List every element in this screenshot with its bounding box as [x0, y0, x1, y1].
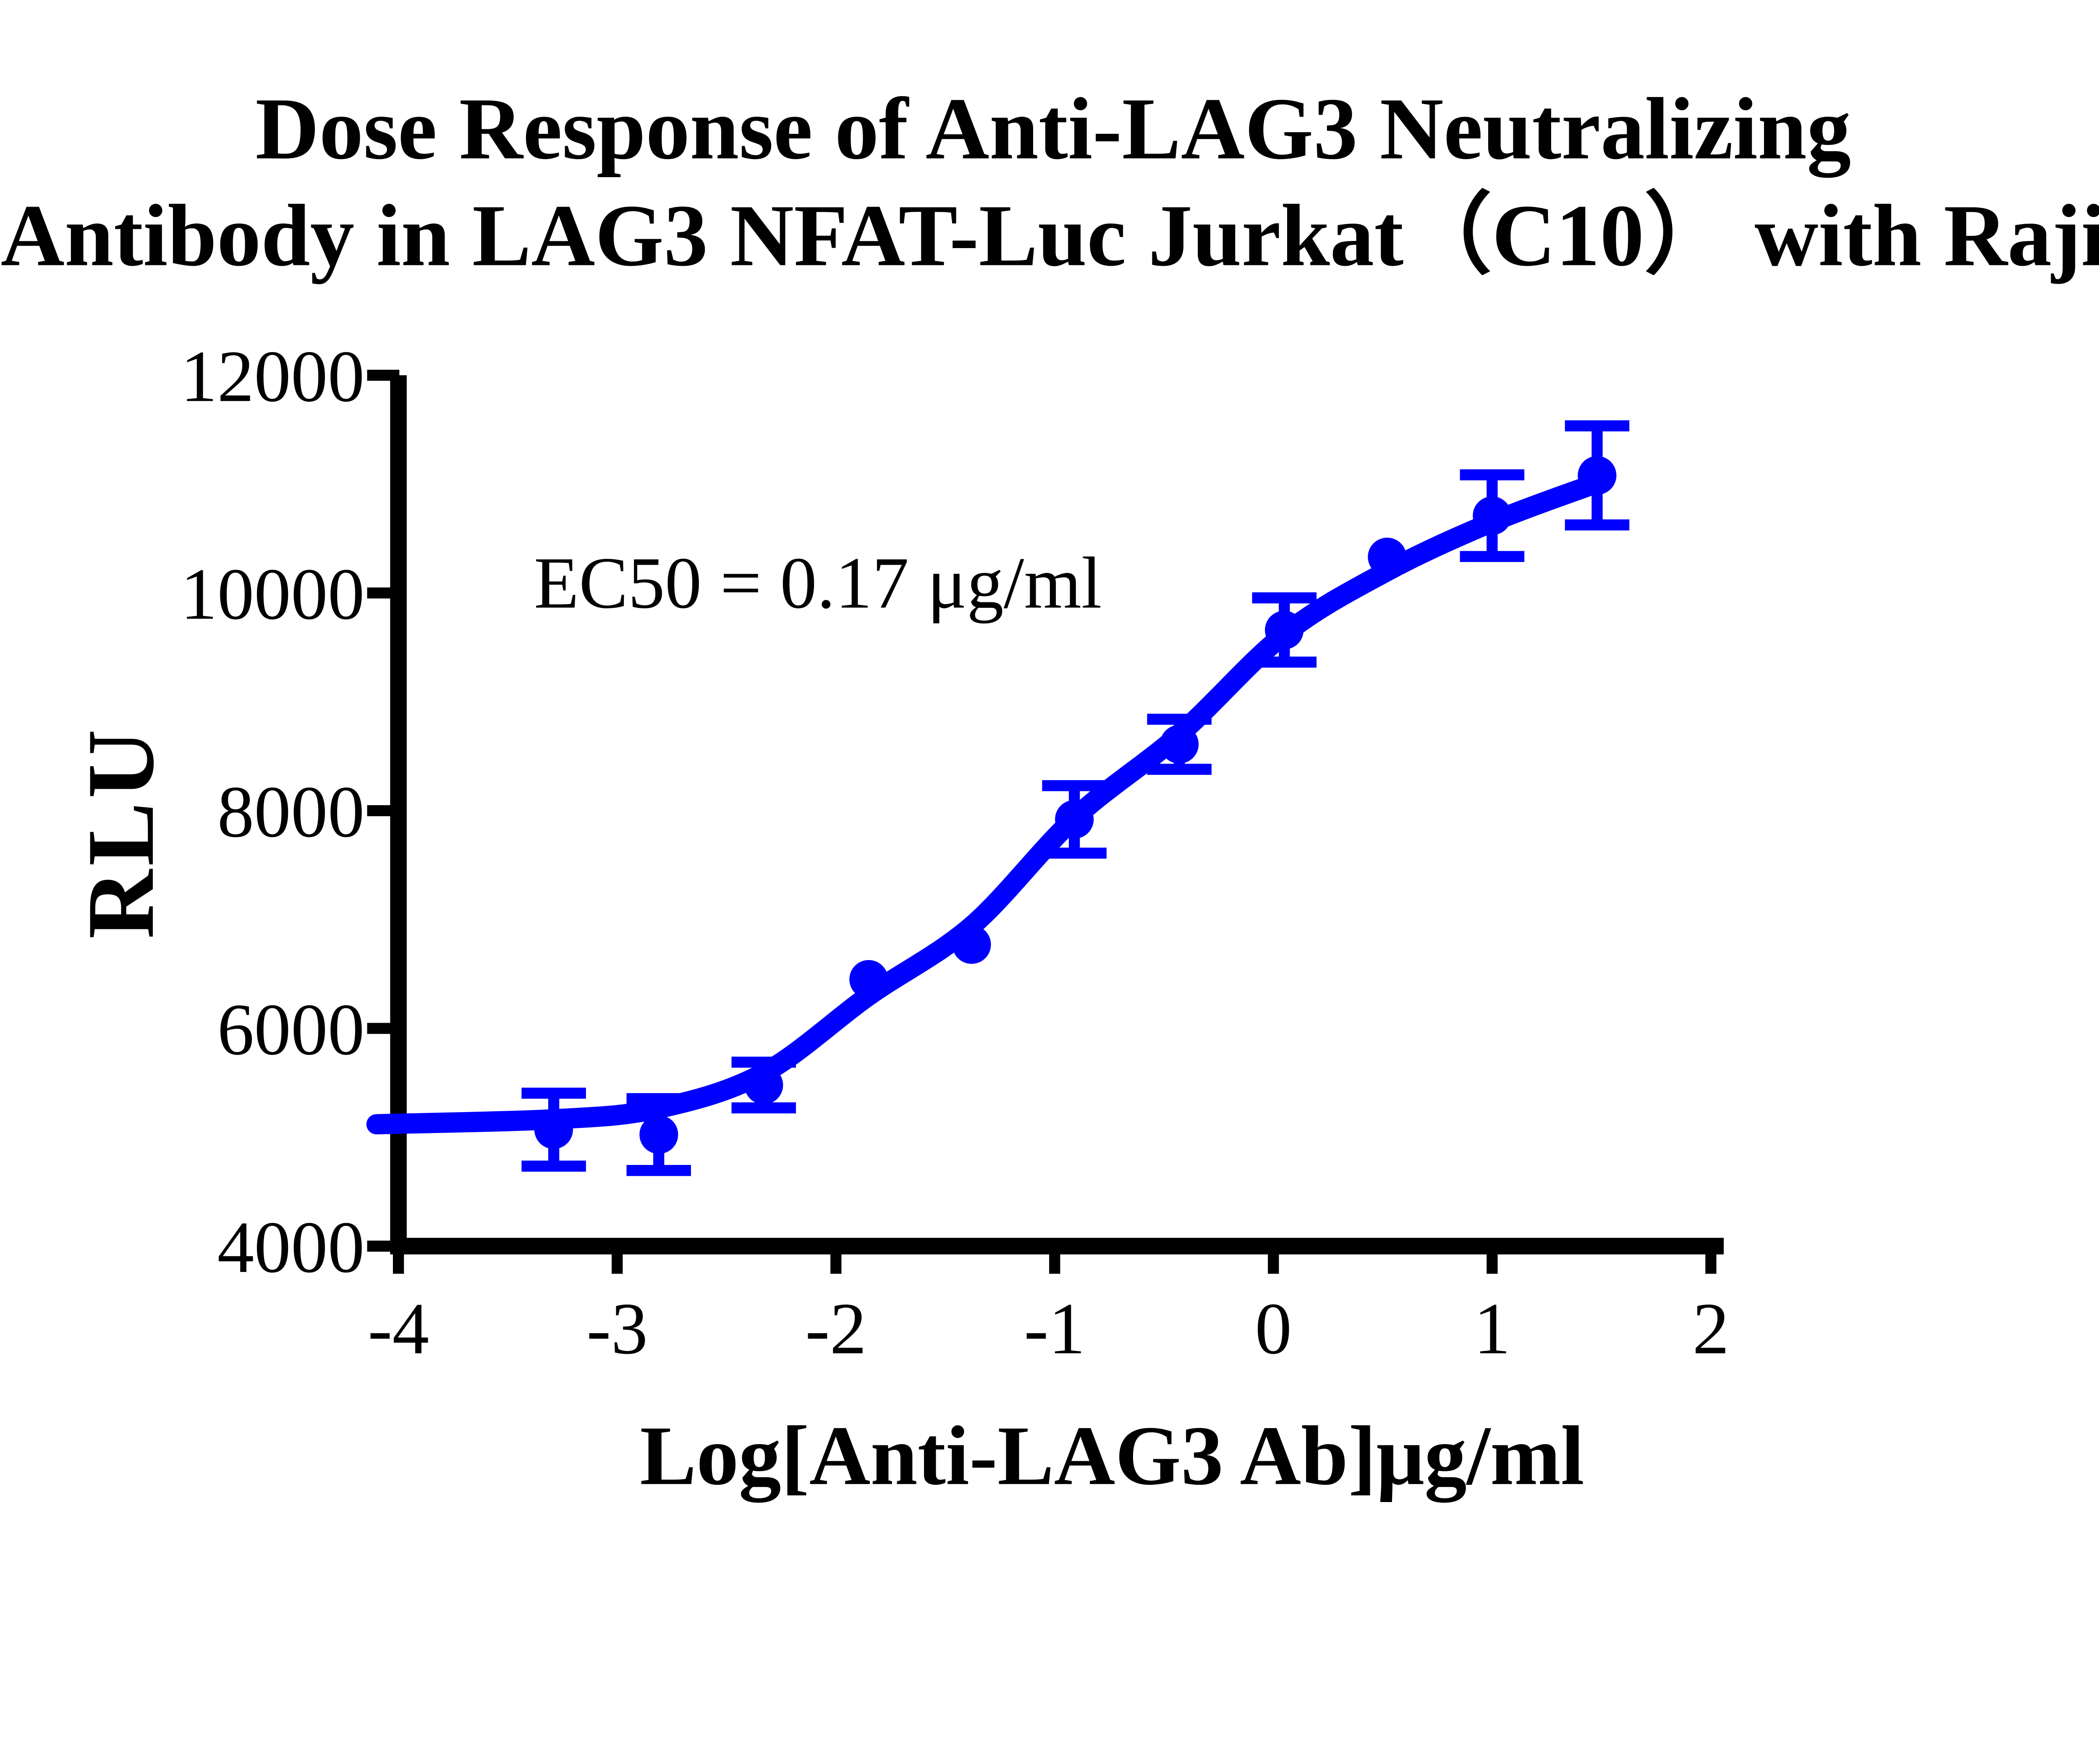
y-tick-label: 6000: [217, 989, 365, 1070]
y-axis-label: RLU: [68, 726, 174, 939]
dose-response-figure: Dose Response of Anti-LAG3 Neutralizing …: [0, 79, 2099, 1503]
x-tick-label: -4: [368, 1288, 429, 1369]
dose-response-chart: Dose Response of Anti-LAG3 Neutralizing …: [0, 79, 2099, 1503]
x-tick-label: -2: [805, 1288, 866, 1369]
x-tick-label: -1: [1024, 1288, 1085, 1369]
y-tick-label: 4000: [217, 1207, 365, 1288]
y-tick-label: 10000: [181, 553, 365, 635]
x-tick-label: 2: [1693, 1288, 1730, 1369]
title-line-2: Antibody in LAG3 NFAT-Luc Jurkat（C10） wi…: [1, 186, 2099, 285]
x-tick-label: 1: [1474, 1288, 1511, 1369]
title-line-1: Dose Response of Anti-LAG3 Neutralizing: [255, 79, 1851, 178]
x-axis-label: Log[Anti-LAG3 Ab]μg/ml: [640, 1408, 1584, 1502]
axes: 12000 10000 8000 6000 4000-4 -3 -2 -1 0 1 2: [181, 335, 1729, 1369]
data-point: [952, 925, 991, 964]
ec50-annotation: EC50 = 0.17 μg/ml: [534, 542, 1102, 623]
data-point: [1055, 800, 1094, 839]
data-point: [1265, 610, 1304, 649]
y-tick-label: 8000: [217, 771, 365, 853]
x-tick-label: 0: [1255, 1288, 1292, 1369]
data-point: [1160, 725, 1199, 764]
data-point: [1578, 456, 1617, 495]
data-point: [534, 1110, 573, 1149]
y-tick-label: 12000: [181, 335, 365, 417]
data-series: [366, 420, 1630, 1176]
chart-title: Dose Response of Anti-LAG3 Neutralizing …: [1, 79, 2099, 284]
data-point: [639, 1115, 678, 1154]
x-tick-label: -3: [586, 1288, 648, 1369]
data-point: [849, 960, 888, 999]
data-point: [1368, 537, 1407, 576]
data-point: [1473, 496, 1512, 535]
data-point: [744, 1065, 783, 1104]
